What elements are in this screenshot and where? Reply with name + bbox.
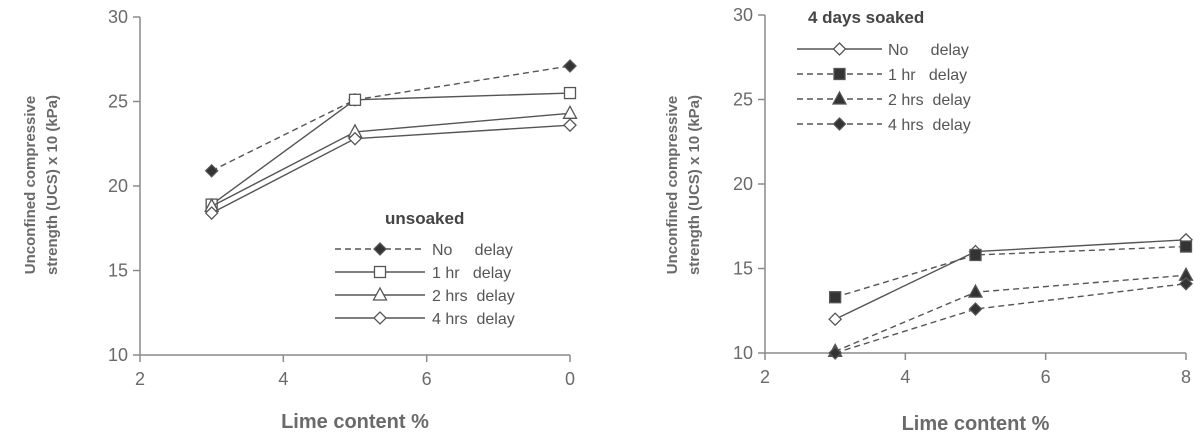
legend-swatch-marker [373,265,387,279]
legend-item: No delay [797,42,969,59]
legend-label: 2 hrs delay [888,92,971,109]
data-point [969,248,982,262]
series-1 [204,59,577,178]
y-axis-title-line2: strength (UCS) x 10 (kPa) [686,95,703,275]
x-axis-title: Lime content % [281,411,429,433]
series-line [834,245,1187,298]
legend: 4 days soaked No delay 1 hr delay 2 hrs del… [797,8,971,134]
legend-item: No delay [335,242,513,259]
data-point [563,59,577,73]
x-tick-label: 6 [422,369,432,389]
data-point [829,291,842,304]
legend: unsoaked No delay 1 hr delay 2 hrs delay 4 h… [335,209,515,328]
legend-item: 1 hr delay [335,265,511,282]
legend-title: 4 days soaked [808,8,924,27]
data-point [967,283,984,298]
x-tick-label: 8 [1181,367,1191,387]
x-tick-label: 0 [565,369,575,389]
legend-swatch-marker [373,311,387,325]
data-point [204,163,219,178]
data-point [1179,240,1193,253]
legend-label: No delay [888,42,969,59]
legend-swatch-marker [831,90,848,105]
series-3 [827,266,1194,357]
y-axis-title: Unconfined compressive strength (UCS) x 1… [664,95,703,275]
legend-label: 4 hrs delay [888,117,971,134]
y-tick-label: 30 [108,7,128,27]
y-tick-label: 25 [108,92,128,112]
data-point [828,346,843,360]
series-2 [205,86,577,211]
y-tick-label: 15 [733,259,753,279]
y-tick-label: 20 [108,176,128,196]
legend-item: 2 hrs delay [797,90,971,109]
series-line [211,112,571,207]
data-point [968,302,983,316]
legend-label: 1 hr delay [432,265,511,282]
series-4 [828,276,1193,360]
y-axis-title-line1: Unconfined compressive [22,96,39,274]
legend-swatch-marker [832,42,847,56]
legend-title: unsoaked [385,209,464,228]
y-tick-label: 25 [733,90,753,110]
x-axis-title: Lime content % [902,413,1050,435]
legend-swatch-marker [833,67,846,81]
x-tick-label: 2 [135,369,145,389]
data-point [1179,276,1193,291]
legend-swatch-marker [373,242,387,256]
y-tick-label: 15 [108,261,128,281]
chart-panel-2: 10 15 20 25 30 2 4 6 8 Lime content % Unconfined c… [664,5,1194,435]
x-tick-label: 4 [278,369,288,389]
data-point [828,312,843,327]
legend-label: 1 hr delay [888,67,967,84]
legend-item: 4 hrs delay [797,117,971,134]
series-line [834,274,1187,352]
y-axis-title-line1: Unconfined compressive [664,96,681,274]
legend-label: No delay [432,242,513,259]
legend-label: 4 hrs delay [432,311,515,328]
x-tick-label: 4 [900,367,910,387]
data-point [562,104,578,119]
y-tick-label: 10 [733,343,753,363]
y-tick-label: 20 [733,174,753,194]
y-axis-title: Unconfined compressive strength (UCS) x 1… [22,95,61,275]
y-tick-label: 30 [733,5,753,25]
series-line [211,65,571,172]
x-tick-label: 2 [760,367,770,387]
legend-label: 2 hrs delay [432,288,515,305]
legend-swatch-marker [832,117,847,131]
series-line [211,92,571,206]
legend-item: 4 hrs delay [335,311,515,328]
legend-swatch-marker [372,286,388,301]
data-point [204,206,219,220]
legend-item: 2 hrs delay [335,286,515,305]
data-point [563,86,577,100]
data-point [348,131,362,146]
series-2 [829,240,1193,304]
x-tick-label: 6 [1041,367,1051,387]
data-point [348,93,362,106]
legend-item: 1 hr delay [797,67,967,84]
series-line [211,124,571,214]
data-point [563,118,577,133]
y-tick-label: 10 [108,345,128,365]
series-3 [204,104,578,212]
y-axis-title-line2: strength (UCS) x 10 (kPa) [44,95,61,275]
chart-panel-1: 10 15 20 25 30 2 4 6 0 Lime content % Unconfined c… [22,7,578,433]
series-4 [204,118,577,220]
